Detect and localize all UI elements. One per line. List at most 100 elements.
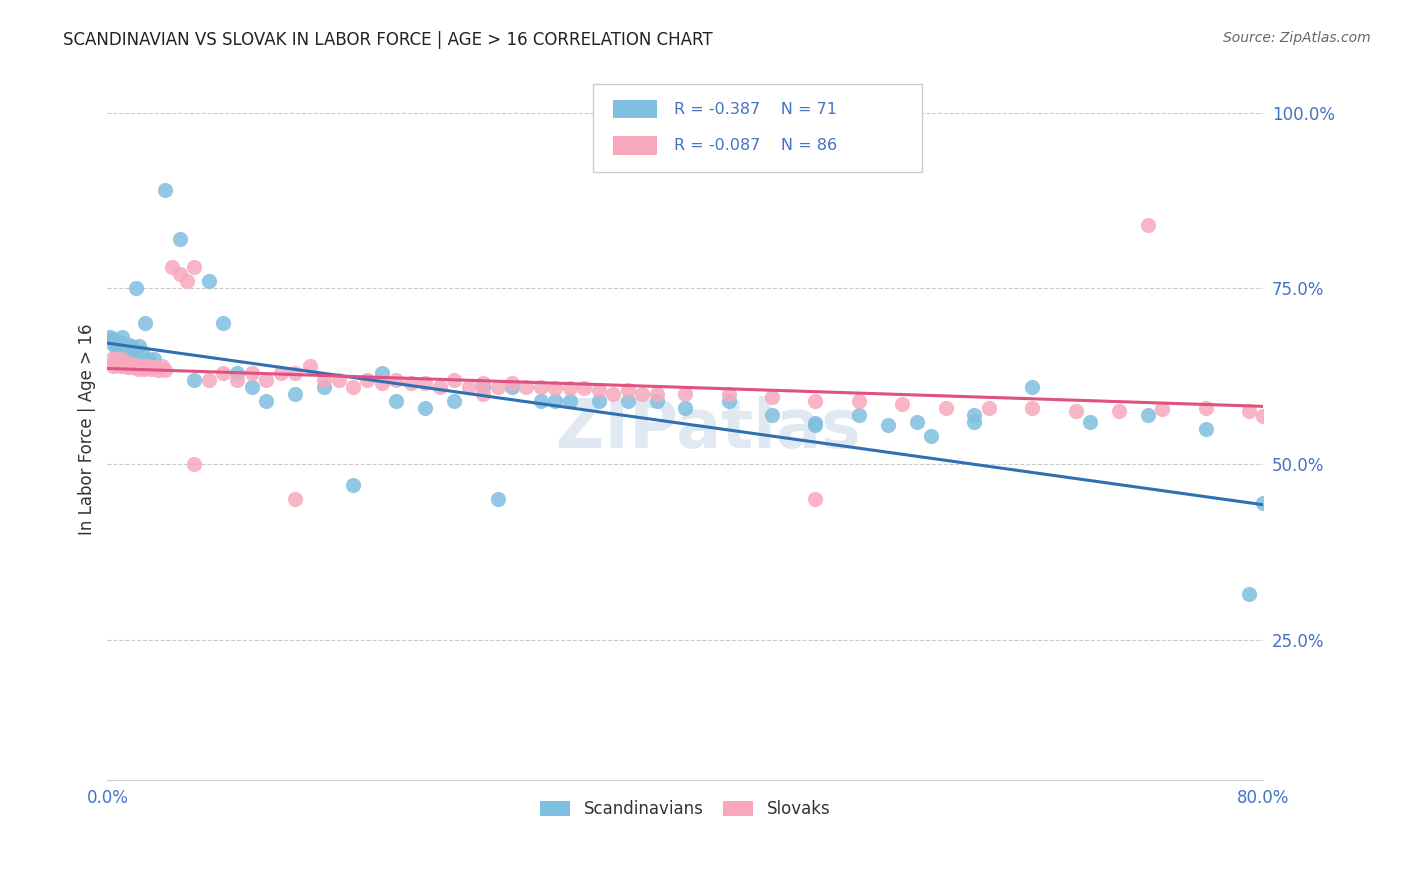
Point: [142, 351, 165, 366]
Point: [616, 393, 638, 408]
Point: [558, 393, 581, 408]
Point: [371, 366, 394, 380]
Legend: Scandinavians, Slovaks: Scandinavians, Slovaks: [534, 793, 837, 825]
Point: [1064, 404, 1087, 418]
Point: [122, 344, 145, 359]
Point: [1194, 422, 1216, 436]
Point: [125, 359, 148, 373]
Y-axis label: In Labor Force | Age > 16: In Labor Force | Age > 16: [79, 323, 96, 534]
Point: [136, 359, 159, 373]
Point: [544, 393, 567, 408]
Text: SCANDINAVIAN VS SLOVAK IN LABOR FORCE | AGE > 16 CORRELATION CHART: SCANDINAVIAN VS SLOVAK IN LABOR FORCE | …: [63, 31, 713, 49]
Point: [139, 362, 162, 376]
Point: [132, 362, 155, 376]
Point: [848, 408, 870, 422]
Point: [270, 366, 292, 380]
Point: [114, 359, 136, 373]
Point: [115, 343, 138, 358]
Point: [314, 373, 336, 387]
Point: [121, 359, 143, 373]
Point: [399, 376, 422, 391]
Point: [101, 332, 124, 346]
Point: [254, 373, 277, 387]
Point: [673, 386, 696, 401]
Point: [673, 401, 696, 415]
Point: [891, 397, 914, 411]
Point: [761, 390, 783, 404]
Point: [717, 386, 740, 401]
Point: [128, 359, 150, 373]
Point: [110, 337, 132, 351]
Point: [112, 337, 135, 351]
Point: [515, 380, 537, 394]
Point: [120, 339, 142, 353]
Point: [197, 373, 219, 387]
Bar: [613, 100, 657, 119]
Point: [105, 351, 128, 366]
Point: [176, 274, 198, 288]
Point: [107, 337, 129, 351]
Point: [284, 386, 307, 401]
Bar: [613, 136, 657, 154]
Point: [111, 351, 134, 366]
Point: [105, 341, 128, 355]
Point: [240, 380, 263, 394]
Point: [162, 260, 184, 275]
Point: [117, 339, 139, 353]
Point: [472, 376, 495, 391]
Point: [169, 267, 191, 281]
Point: [112, 355, 135, 369]
Point: [110, 359, 132, 373]
Point: [443, 393, 465, 408]
Point: [963, 415, 986, 429]
Point: [183, 457, 205, 471]
Point: [118, 341, 141, 355]
Point: [1237, 404, 1260, 418]
Point: [429, 380, 451, 394]
Point: [385, 393, 408, 408]
Point: [328, 373, 350, 387]
Point: [645, 386, 668, 401]
Point: [136, 351, 159, 366]
Point: [105, 336, 128, 351]
Point: [1021, 380, 1043, 394]
Point: [1253, 496, 1275, 510]
Point: [153, 363, 176, 377]
Point: [124, 344, 146, 359]
Point: [111, 330, 134, 344]
Point: [114, 339, 136, 353]
Point: [169, 232, 191, 246]
Point: [472, 386, 495, 401]
Point: [254, 393, 277, 408]
Point: [104, 334, 127, 348]
Point: [129, 359, 152, 374]
Point: [1136, 408, 1159, 422]
Point: [120, 359, 142, 374]
Point: [226, 373, 249, 387]
Point: [631, 386, 654, 401]
Point: [342, 478, 364, 492]
Point: [146, 363, 169, 377]
Point: [1237, 587, 1260, 601]
Point: [342, 380, 364, 394]
Text: ZIPatlas: ZIPatlas: [557, 396, 860, 462]
Point: [356, 373, 378, 387]
Point: [183, 373, 205, 387]
Point: [98, 330, 121, 344]
Point: [131, 359, 153, 373]
Point: [588, 393, 610, 408]
Point: [153, 183, 176, 197]
Text: R = -0.087    N = 86: R = -0.087 N = 86: [673, 138, 837, 153]
Point: [107, 353, 129, 368]
Point: [131, 344, 153, 359]
Point: [125, 281, 148, 295]
Point: [183, 260, 205, 275]
Point: [413, 401, 436, 415]
Point: [314, 380, 336, 394]
Point: [486, 492, 509, 507]
Point: [876, 418, 898, 433]
Point: [197, 274, 219, 288]
Point: [134, 359, 156, 374]
Point: [284, 492, 307, 507]
Point: [118, 337, 141, 351]
